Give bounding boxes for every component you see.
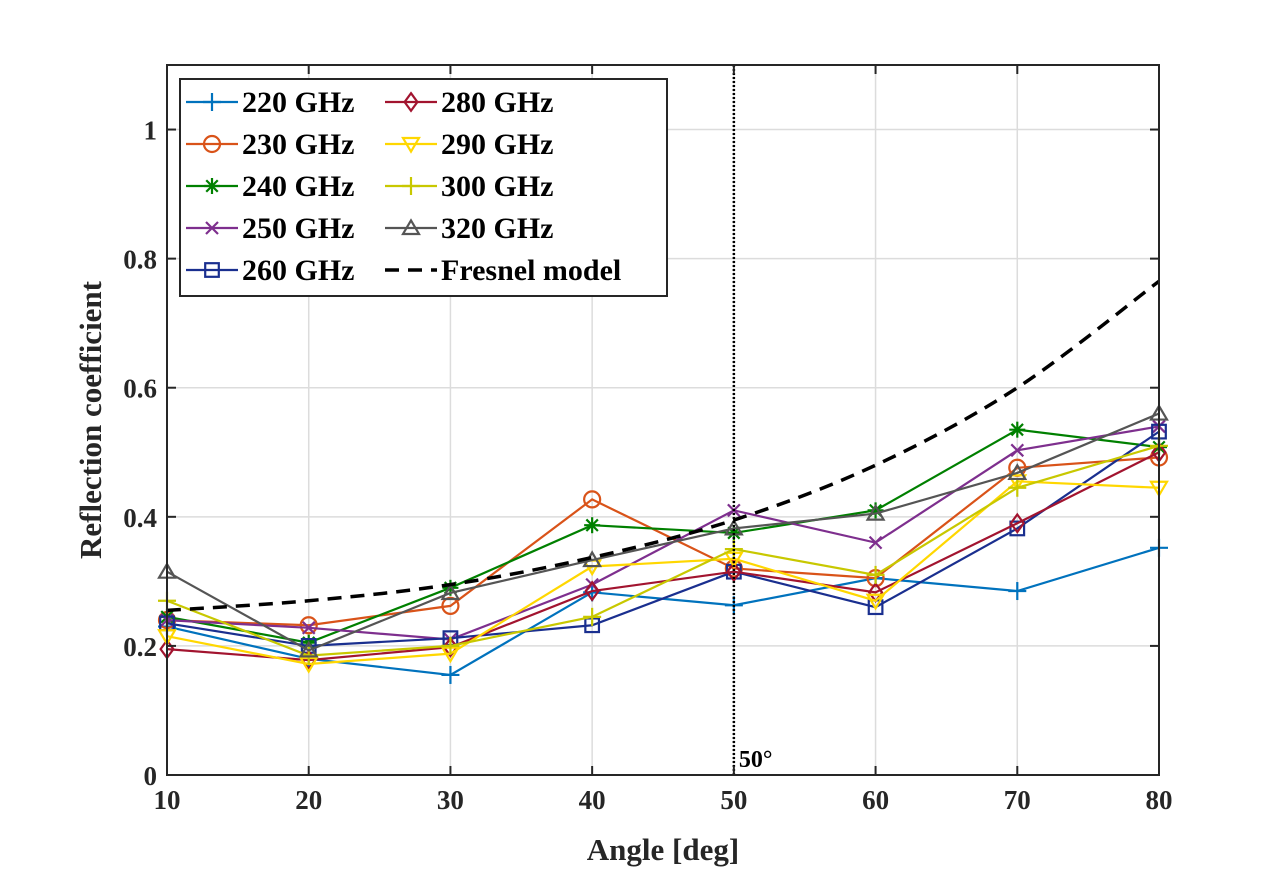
data-point [583, 607, 602, 626]
x-tick-label: 80 [1146, 785, 1173, 815]
data-point [1007, 463, 1028, 481]
data-point [866, 565, 885, 584]
legend-entry: 300 GHz [385, 170, 554, 203]
data-point [1009, 520, 1026, 537]
y-tick-label: 0 [144, 761, 158, 791]
legend-entry: 240 GHz [186, 170, 355, 203]
legend-entry: 230 GHz [186, 128, 355, 161]
data-point [299, 616, 318, 635]
data-point [584, 580, 600, 602]
series-fresnel-model [166, 279, 1161, 613]
legend-marker [204, 262, 220, 278]
x-tick-label: 40 [579, 785, 606, 815]
data-point [726, 561, 742, 583]
legend-entry: 320 GHz [385, 212, 554, 245]
series-320-ghz [157, 403, 1169, 658]
series-230-ghz [157, 448, 1169, 635]
data-point [1008, 582, 1027, 601]
fresnel-curve [166, 279, 1161, 613]
series-line [166, 430, 1160, 648]
legend-marker [203, 93, 221, 111]
data-point [1009, 512, 1026, 534]
legend-entry: 260 GHz [186, 254, 355, 287]
legend-label: 300 GHz [441, 170, 554, 203]
legend-marker [204, 178, 220, 194]
y-tick-label: 0.6 [123, 374, 157, 404]
data-point [584, 517, 601, 534]
annotation-layer: 50° [732, 65, 773, 775]
legend-entry: 250 GHz [186, 212, 355, 245]
legend-label: 290 GHz [441, 128, 554, 161]
data-point [868, 535, 883, 550]
series-line [166, 456, 1160, 627]
legend-label: 220 GHz [242, 86, 355, 119]
legend-entry: 280 GHz [385, 86, 554, 119]
data-point [1009, 421, 1026, 438]
x-axis-label: Angle [deg] [587, 832, 739, 867]
data-point [583, 490, 602, 509]
x-tick-label: 10 [154, 785, 181, 815]
legend-marker [205, 221, 219, 235]
data-point [298, 640, 319, 658]
data-point [441, 665, 460, 684]
data-point [865, 593, 886, 611]
data-point [1007, 474, 1028, 492]
x-tick-label: 20 [295, 785, 322, 815]
legend-marker [403, 91, 419, 113]
legend-label: 280 GHz [441, 86, 554, 119]
series-300-ghz [158, 436, 1168, 665]
legend-entry: 290 GHz [385, 128, 554, 161]
legend-label: 320 GHz [441, 212, 554, 245]
legend-label: 260 GHz [242, 254, 355, 287]
x-tick-label: 30 [437, 785, 464, 815]
plot-frame [166, 64, 1160, 776]
legend-entry: Fresnel model [385, 254, 621, 287]
legend-entry: 220 GHz [186, 86, 355, 119]
y-axis-label: Reflection coefficient [73, 280, 108, 559]
data-point [440, 583, 461, 601]
series-280-ghz [159, 441, 1167, 671]
series-layer [157, 279, 1169, 684]
y-tick-label: 0.4 [123, 503, 157, 533]
legend-marker [202, 134, 222, 154]
data-point [441, 636, 460, 655]
series-line [166, 412, 1160, 652]
legend-label: Fresnel model [441, 254, 621, 287]
legend: 220 GHz 230 GHz 240 GHz 250 GHz 260 GHz 280 G… [179, 78, 668, 297]
series-line [166, 428, 1160, 644]
x-tick-label: 50 [720, 785, 747, 815]
data-point [724, 559, 743, 578]
legend-marker [402, 177, 420, 195]
legend-label: 250 GHz [242, 212, 355, 245]
legend-label: 230 GHz [242, 128, 355, 161]
data-point [865, 503, 886, 521]
legend-box [179, 78, 668, 297]
y-tick-label: 1 [144, 116, 158, 146]
data-point [1008, 478, 1027, 497]
x-tick-label: 60 [862, 785, 889, 815]
legend-marker [401, 218, 421, 236]
series-line [166, 425, 1160, 641]
data-point [1010, 443, 1025, 458]
y-tick-label: 0.8 [123, 245, 157, 275]
legend-marker [401, 136, 421, 154]
annotation-label: 50° [739, 747, 773, 773]
x-tick-label: 70 [1004, 785, 1031, 815]
legend-label: 240 GHz [242, 170, 355, 203]
series-line [166, 451, 1160, 662]
series-line [166, 480, 1160, 666]
axes: 10 20 30 40 50 60 70 80 0 0.2 0.4 0.6 0.8 1 [123, 64, 1173, 815]
series-line [166, 444, 1160, 657]
y-tick-label: 0.2 [123, 632, 157, 662]
data-point [301, 621, 316, 635]
